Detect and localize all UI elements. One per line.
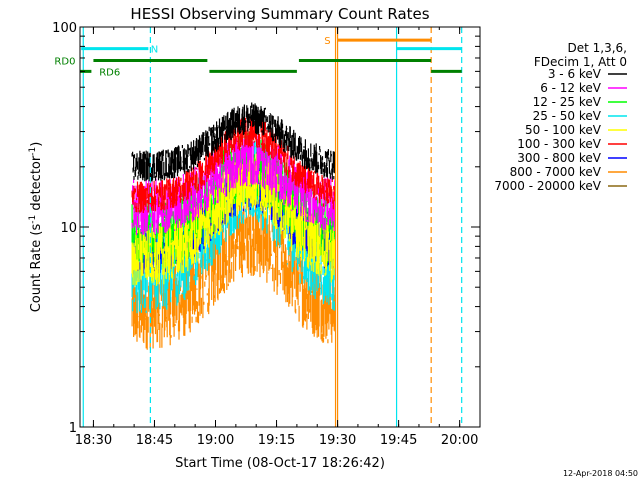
legend-label-8: 7000 - 20000 keV (494, 179, 601, 193)
flag-label-3: RD6 (99, 67, 120, 78)
ticks-layer: 18:30 18:45 19:00 19:15 19:30 19:45 20:00 1 10 10… (52, 21, 481, 448)
y-tick-label-2: 100 (52, 21, 77, 36)
legend-header-line-2: FDecim 1, Att 0 (534, 55, 627, 69)
y-axis-label: Count Rate (s-1 detector-1) (28, 142, 44, 313)
flag-label-0: N (151, 45, 158, 56)
series-trace-0 (131, 102, 336, 182)
x-tick-label-6: 20:00 (441, 433, 478, 448)
legend-label-2: 12 - 25 keV (533, 95, 602, 109)
x-tick-label-3: 19:15 (258, 433, 295, 448)
legend-label-1: 6 - 12 keV (540, 81, 602, 95)
legend-label-7: 800 - 7000 keV (510, 165, 602, 179)
chart-title: HESSI Observing Summary Count Rates (130, 5, 429, 23)
legend-label-5: 100 - 300 keV (517, 137, 601, 151)
x-tick-label-1: 18:45 (136, 433, 173, 448)
y-tick-label-1: 10 (60, 221, 77, 236)
y-tick-label-0: 1 (69, 421, 77, 436)
x-tick-label-4: 19:30 (319, 433, 356, 448)
legend-label-3: 25 - 50 keV (533, 109, 602, 123)
data-layer: N S RD0 RD6 (54, 27, 463, 427)
x-tick-label-0: 18:30 (75, 433, 112, 448)
footer-timestamp: 12-Apr-2018 04:50 (563, 469, 638, 478)
legend-label-6: 300 - 800 keV (517, 151, 601, 165)
flag-label-1: S (324, 36, 330, 47)
flag-label-2: RD0 (54, 56, 75, 67)
x-axis-label: Start Time (08-Oct-17 18:26:42) (175, 456, 385, 471)
legend-label-4: 50 - 100 keV (525, 123, 602, 137)
legend-label-0: 3 - 6 keV (548, 67, 602, 81)
x-tick-label-5: 19:45 (380, 433, 417, 448)
x-tick-label-2: 19:00 (197, 433, 234, 448)
legend-header-line-1: Det 1,3,6, (568, 41, 628, 55)
series-trace-5 (131, 115, 336, 213)
